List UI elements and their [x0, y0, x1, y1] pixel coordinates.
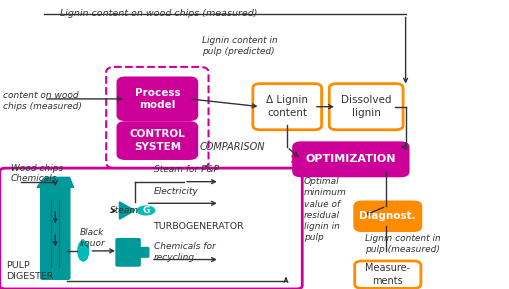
Text: Δ Lignin
content: Δ Lignin content: [266, 95, 307, 118]
Text: content on wood
chips (measured): content on wood chips (measured): [4, 91, 82, 111]
Ellipse shape: [77, 240, 89, 262]
Text: Lignin content on wood chips (measured): Lignin content on wood chips (measured): [60, 9, 257, 18]
Text: Steam: Steam: [110, 206, 139, 215]
Text: TURBOGENERATOR: TURBOGENERATOR: [153, 222, 244, 231]
FancyBboxPatch shape: [40, 184, 70, 280]
Text: Chemicals: Chemicals: [11, 174, 58, 183]
Text: Wood chips: Wood chips: [11, 164, 63, 173]
Text: Dissolved
lignin: Dissolved lignin: [340, 95, 390, 118]
Text: G: G: [142, 206, 149, 215]
Text: Process
model: Process model: [134, 88, 180, 110]
FancyBboxPatch shape: [252, 84, 321, 130]
Text: PULP
DIGESTER: PULP DIGESTER: [6, 261, 53, 281]
Polygon shape: [37, 177, 73, 188]
Text: Diagnost.: Diagnost.: [359, 211, 415, 221]
Text: Lignin content in
pulp (predicted): Lignin content in pulp (predicted): [202, 36, 277, 56]
Text: Lignin content in
pulp (measured): Lignin content in pulp (measured): [364, 234, 440, 254]
Text: Chemicals for
recycling: Chemicals for recycling: [153, 242, 215, 262]
Text: COMPARISON: COMPARISON: [199, 142, 264, 152]
FancyBboxPatch shape: [354, 261, 420, 288]
FancyBboxPatch shape: [329, 84, 402, 130]
FancyBboxPatch shape: [118, 78, 196, 120]
Text: CONTROL
SYSTEM: CONTROL SYSTEM: [129, 129, 185, 152]
Text: Black
liquor: Black liquor: [79, 228, 105, 248]
Text: Optimal
minimum
value of
residual
lignin in
pulp: Optimal minimum value of residual lignin…: [303, 177, 346, 242]
FancyBboxPatch shape: [115, 238, 140, 267]
FancyBboxPatch shape: [118, 123, 196, 159]
Circle shape: [135, 205, 156, 216]
Text: Electricity: Electricity: [153, 187, 198, 196]
Text: OPTIMIZATION: OPTIMIZATION: [305, 154, 395, 164]
Text: Measure-
ments: Measure- ments: [364, 264, 410, 286]
FancyBboxPatch shape: [354, 202, 420, 231]
Polygon shape: [119, 202, 134, 219]
Text: Steam for P&P: Steam for P&P: [153, 166, 218, 175]
FancyBboxPatch shape: [136, 247, 149, 258]
FancyBboxPatch shape: [293, 143, 407, 176]
